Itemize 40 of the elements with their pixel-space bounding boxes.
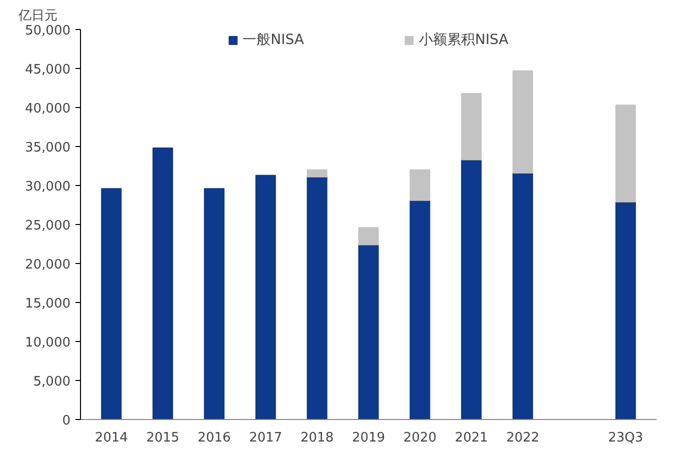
- x-tick-label: 2021: [454, 430, 488, 446]
- y-tick-label: 50,000: [25, 24, 71, 38]
- bar: [512, 172, 534, 420]
- bar: [255, 174, 276, 420]
- bar: [204, 188, 224, 420]
- bar: [306, 176, 328, 420]
- x-tick-label: 2018: [300, 430, 334, 446]
- bar: [410, 200, 430, 420]
- x-tick-label: 2020: [403, 430, 436, 446]
- x-tick-label: 2019: [352, 430, 386, 446]
- y-tick-label: 25,000: [25, 218, 71, 234]
- legend-label: 一般NISA: [242, 31, 304, 49]
- y-tick-label: 20,000: [25, 258, 71, 272]
- y-tick-label: 40,000: [25, 102, 71, 116]
- legend-label: 小额累积NISA: [419, 31, 508, 49]
- bar: [410, 169, 430, 201]
- bar: [461, 159, 482, 420]
- y-tick-label: 5,000: [33, 374, 70, 390]
- bar: [306, 169, 328, 178]
- x-tick-label: 2017: [249, 430, 282, 446]
- bar: [152, 148, 174, 420]
- y-tick-label: 15,000: [25, 296, 71, 312]
- bar: [461, 92, 482, 160]
- x-tick-label: 2022: [506, 430, 540, 446]
- y-tick-label: 45,000: [25, 62, 71, 78]
- bar: [615, 104, 636, 202]
- x-tick-label: 23Q3: [608, 430, 644, 446]
- y-tick-label: 30,000: [25, 180, 71, 194]
- bar: [358, 227, 379, 246]
- bar: [512, 70, 534, 174]
- bar: [101, 188, 122, 420]
- y-tick-label: 10,000: [25, 336, 71, 350]
- bar: [358, 244, 379, 420]
- y-axis-title: 亿日元: [18, 8, 58, 24]
- x-tick-label: 2015: [146, 430, 180, 446]
- y-tick-label: 0: [62, 414, 71, 428]
- y-tick-label: 35,000: [25, 140, 71, 156]
- x-tick-label: 2016: [198, 430, 231, 446]
- bar: [615, 201, 636, 420]
- x-tick-label: 2014: [94, 430, 128, 446]
